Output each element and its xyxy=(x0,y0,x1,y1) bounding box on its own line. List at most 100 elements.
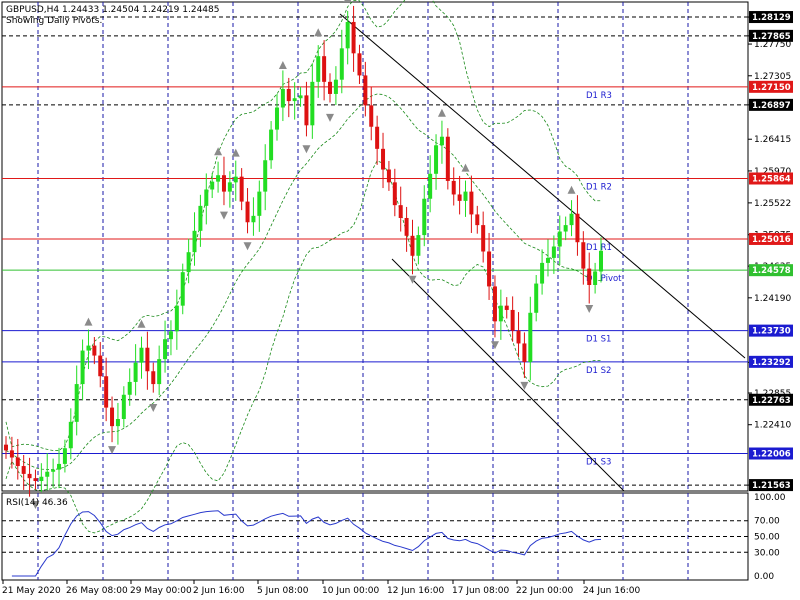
candle-body xyxy=(581,242,586,269)
candle-body xyxy=(404,217,409,236)
fractal-up-icon xyxy=(461,163,470,172)
pivot-label: D1 S2 xyxy=(586,366,611,376)
candle-body xyxy=(4,444,8,451)
fractal-down-icon xyxy=(243,242,252,251)
candle-body xyxy=(416,235,421,256)
fractal-up-icon xyxy=(231,148,240,157)
candle-body xyxy=(463,191,468,201)
candle-body xyxy=(457,194,462,201)
fractal-down-icon xyxy=(585,304,594,313)
candle-body xyxy=(410,235,415,256)
candle-body xyxy=(133,362,138,382)
candle-body xyxy=(62,448,67,464)
fractal-down-icon xyxy=(31,500,40,509)
candle-body xyxy=(316,56,321,82)
candle-body xyxy=(98,355,103,377)
candle-body xyxy=(80,350,85,385)
candle-body xyxy=(192,230,197,253)
level-value-tag xyxy=(749,479,793,492)
candle-body xyxy=(186,252,191,273)
pivot-value-label: 1.22006 xyxy=(752,450,791,460)
time-label: 29 May 00:00 xyxy=(130,586,192,596)
band-middle xyxy=(5,93,601,470)
candle-body xyxy=(33,478,38,482)
candles xyxy=(4,5,603,497)
candle-body xyxy=(298,95,303,99)
fractal-up-icon xyxy=(214,147,223,156)
candle-body xyxy=(557,231,562,247)
candle-body xyxy=(563,225,568,232)
candle-body xyxy=(522,343,527,362)
trend-channel xyxy=(339,13,746,492)
pivot-label: D1 R2 xyxy=(586,182,612,192)
candle-body xyxy=(445,136,450,181)
pivot-value-tag xyxy=(749,264,793,277)
candle-body xyxy=(439,136,444,146)
candle-body xyxy=(304,95,309,126)
pivot-caption: Showing Daily Pivots. xyxy=(6,16,102,26)
candle-body xyxy=(51,469,56,472)
band-upper xyxy=(5,0,602,452)
fractal-up-icon xyxy=(314,28,323,37)
candle-body xyxy=(121,394,126,420)
candle-body xyxy=(487,251,492,287)
level-value-tag xyxy=(749,29,793,42)
candle-body xyxy=(280,88,285,108)
candle-body xyxy=(27,473,32,479)
candle-body xyxy=(569,213,574,226)
fractals xyxy=(31,0,594,509)
rsi-axis-label: 50.00 xyxy=(754,533,780,543)
candle-body xyxy=(540,262,545,284)
candle-body xyxy=(545,257,550,263)
candle-body xyxy=(428,173,433,199)
candle-body xyxy=(510,309,515,331)
rsi-axis-label: 0.00 xyxy=(754,572,774,582)
time-label: 21 May 2020 xyxy=(2,586,61,596)
candle-body xyxy=(263,160,268,192)
candle-body xyxy=(145,347,150,372)
time-label: 24 Jun 16:00 xyxy=(583,586,640,596)
candle-body xyxy=(163,339,168,360)
fractal-up-icon xyxy=(278,61,287,70)
candle-body xyxy=(434,145,439,174)
pivot-value-tag xyxy=(749,232,793,245)
candle-body xyxy=(481,225,486,252)
symbol-header: GBPUSD,H4 1.24433 1.24504 1.24219 1.2448… xyxy=(6,5,219,15)
candle-body xyxy=(39,476,44,482)
fractal-down-icon xyxy=(149,404,158,413)
candle-body xyxy=(168,331,173,340)
candle-body xyxy=(363,75,368,106)
price-label: 1.22410 xyxy=(754,421,791,431)
fractal-up-icon xyxy=(437,108,446,117)
price-label: 1.27305 xyxy=(754,72,791,82)
candle-body xyxy=(180,272,185,306)
price-label: 1.27750 xyxy=(754,40,791,50)
pivot-label: D1 S1 xyxy=(586,335,611,345)
candle-body xyxy=(375,126,380,149)
candle-body xyxy=(15,457,20,467)
pivot-label: D1 R3 xyxy=(586,91,612,101)
candle-body xyxy=(587,268,592,285)
bollinger-bands xyxy=(5,0,602,534)
candle-body xyxy=(599,250,603,272)
candle-body xyxy=(115,419,120,427)
pivot-value-label: 1.27150 xyxy=(752,83,791,93)
candle-body xyxy=(333,79,338,94)
candle-body xyxy=(357,53,362,76)
time-label: 22 Jun 00:00 xyxy=(516,586,573,596)
candle-body xyxy=(74,384,79,422)
candle-body xyxy=(257,191,262,216)
price-label: 1.25522 xyxy=(754,199,791,209)
pivot-layer: D1 R3 D1 R2 D1 R1 D1 Pivot D1 S1 D1 S2 D1 S3 xyxy=(2,86,748,468)
candle-body xyxy=(392,182,397,206)
candle-body xyxy=(245,201,250,223)
candle-body xyxy=(398,205,403,218)
time-label: 5 Jun 08:00 xyxy=(257,586,309,596)
candle-body xyxy=(227,182,232,192)
time-label: 17 Jun 08:00 xyxy=(452,586,509,596)
fractal-down-icon xyxy=(520,381,529,390)
pivot-label: D1 Pivot xyxy=(586,274,622,284)
candle-body xyxy=(339,48,344,80)
pivot-value-tag xyxy=(749,447,793,460)
